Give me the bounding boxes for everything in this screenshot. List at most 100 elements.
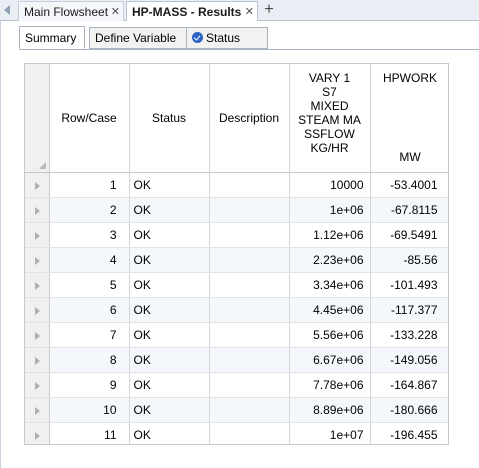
cell-row-case[interactable]: 3 [49, 222, 130, 248]
cell-row-case[interactable]: 8 [49, 347, 130, 373]
cell-steam-massflow[interactable]: 7.78e+06 [289, 372, 371, 398]
cell-description[interactable] [209, 372, 290, 398]
scroll-left-icon[interactable] [4, 5, 10, 15]
table-row[interactable]: 7 OK 5.56e+06 -133.228 [25, 322, 448, 348]
cell-steam-massflow[interactable]: 6.67e+06 [289, 347, 371, 373]
cell-description[interactable] [209, 197, 290, 223]
cell-status[interactable]: OK [129, 372, 210, 398]
row-selector[interactable] [25, 397, 50, 423]
tab-status[interactable]: Status [186, 27, 268, 49]
cell-steam-massflow[interactable]: 1.12e+06 [289, 222, 371, 248]
cell-hpwork[interactable]: -85.56 [370, 247, 448, 273]
cell-row-case[interactable]: 11 [49, 422, 130, 444]
row-selector[interactable] [25, 347, 50, 373]
cell-description[interactable] [209, 347, 290, 373]
table-row[interactable]: 2 OK 1e+06 -67.8115 [25, 197, 448, 223]
cell-steam-massflow[interactable]: 1e+06 [289, 197, 371, 223]
row-selector[interactable] [25, 247, 50, 273]
table-row[interactable]: 5 OK 3.34e+06 -101.493 [25, 272, 448, 298]
cell-description[interactable] [209, 322, 290, 348]
cell-steam-massflow[interactable]: 10000 [289, 172, 371, 198]
cell-description[interactable] [209, 247, 290, 273]
row-arrow-icon [35, 206, 40, 215]
row-arrow-icon [35, 331, 40, 340]
tab-summary[interactable]: Summary [19, 26, 85, 49]
column-header-description[interactable]: Description [209, 64, 290, 173]
table-row[interactable]: 10 OK 8.89e+06 -180.666 [25, 397, 448, 423]
cell-description[interactable] [209, 222, 290, 248]
cell-row-case[interactable]: 1 [49, 172, 130, 198]
row-selector[interactable] [25, 372, 50, 398]
cell-status[interactable]: OK [129, 272, 210, 298]
cell-description[interactable] [209, 272, 290, 298]
tab-main-flowsheet[interactable]: Main Flowsheet ✕ [18, 1, 124, 21]
cell-hpwork[interactable]: -101.493 [370, 272, 448, 298]
cell-description[interactable] [209, 422, 290, 444]
cell-steam-massflow[interactable]: 2.23e+06 [289, 247, 371, 273]
select-all-corner[interactable] [25, 64, 50, 173]
cell-status[interactable]: OK [129, 397, 210, 423]
table-row[interactable]: 3 OK 1.12e+06 -69.5491 [25, 222, 448, 248]
cell-description[interactable] [209, 297, 290, 323]
close-icon[interactable]: ✕ [244, 6, 254, 18]
column-header-row-case[interactable]: Row/Case [49, 64, 130, 173]
cell-steam-massflow[interactable]: 8.89e+06 [289, 397, 371, 423]
cell-status[interactable]: OK [129, 247, 210, 273]
results-panel: Summary Define Variable Status Row/Case … [0, 21, 479, 468]
cell-description[interactable] [209, 172, 290, 198]
column-header-hpwork[interactable]: HPWORK MW [370, 64, 448, 173]
right-gutter [449, 63, 479, 445]
header-line: SSFLOW [304, 127, 355, 141]
results-table: Row/Case Status Description VARY 1 S7 MI… [24, 63, 449, 445]
cell-row-case[interactable]: 10 [49, 397, 130, 423]
cell-status[interactable]: OK [129, 422, 210, 444]
table-row[interactable]: 4 OK 2.23e+06 -85.56 [25, 247, 448, 273]
cell-description[interactable] [209, 397, 290, 423]
row-selector[interactable] [25, 172, 50, 198]
row-selector[interactable] [25, 422, 50, 444]
cell-hpwork[interactable]: -67.8115 [370, 197, 448, 223]
cell-steam-massflow[interactable]: 5.56e+06 [289, 322, 371, 348]
cell-row-case[interactable]: 7 [49, 322, 130, 348]
cell-steam-massflow[interactable]: 4.45e+06 [289, 297, 371, 323]
cell-status[interactable]: OK [129, 347, 210, 373]
row-selector[interactable] [25, 297, 50, 323]
cell-status[interactable]: OK [129, 297, 210, 323]
cell-hpwork[interactable]: -180.666 [370, 397, 448, 423]
column-header-status[interactable]: Status [129, 64, 210, 173]
table-row[interactable]: 11 OK 1e+07 -196.455 [25, 422, 448, 444]
cell-status[interactable]: OK [129, 172, 210, 198]
results-sub-tabs: Summary Define Variable Status [19, 26, 479, 49]
cell-row-case[interactable]: 4 [49, 247, 130, 273]
row-selector[interactable] [25, 322, 50, 348]
row-selector[interactable] [25, 222, 50, 248]
cell-hpwork[interactable]: -53.4001 [370, 172, 448, 198]
close-icon[interactable]: ✕ [110, 6, 120, 18]
tab-main-flowsheet-label: Main Flowsheet [24, 5, 109, 19]
cell-hpwork[interactable]: -69.5491 [370, 222, 448, 248]
column-header-steam-massflow[interactable]: VARY 1 S7 MIXED STEAM MA SSFLOW KG/HR [289, 64, 371, 173]
cell-steam-massflow[interactable]: 1e+07 [289, 422, 371, 444]
table-row[interactable]: 8 OK 6.67e+06 -149.056 [25, 347, 448, 373]
table-row[interactable]: 1 OK 10000 -53.4001 [25, 172, 448, 198]
cell-hpwork[interactable]: -133.228 [370, 322, 448, 348]
cell-steam-massflow[interactable]: 3.34e+06 [289, 272, 371, 298]
cell-row-case[interactable]: 2 [49, 197, 130, 223]
cell-status[interactable]: OK [129, 197, 210, 223]
cell-row-case[interactable]: 6 [49, 297, 130, 323]
row-selector[interactable] [25, 272, 50, 298]
cell-hpwork[interactable]: -196.455 [370, 422, 448, 444]
cell-status[interactable]: OK [129, 222, 210, 248]
cell-row-case[interactable]: 5 [49, 272, 130, 298]
cell-hpwork[interactable]: -164.867 [370, 372, 448, 398]
table-row[interactable]: 6 OK 4.45e+06 -117.377 [25, 297, 448, 323]
tab-hp-mass-results[interactable]: HP-MASS - Results ✕ [126, 1, 258, 22]
cell-hpwork[interactable]: -149.056 [370, 347, 448, 373]
cell-hpwork[interactable]: -117.377 [370, 297, 448, 323]
add-tab-icon[interactable]: + [264, 1, 274, 18]
tab-define-variable[interactable]: Define Variable [89, 27, 199, 49]
row-selector[interactable] [25, 197, 50, 223]
table-row[interactable]: 9 OK 7.78e+06 -164.867 [25, 372, 448, 398]
cell-status[interactable]: OK [129, 322, 210, 348]
cell-row-case[interactable]: 9 [49, 372, 130, 398]
